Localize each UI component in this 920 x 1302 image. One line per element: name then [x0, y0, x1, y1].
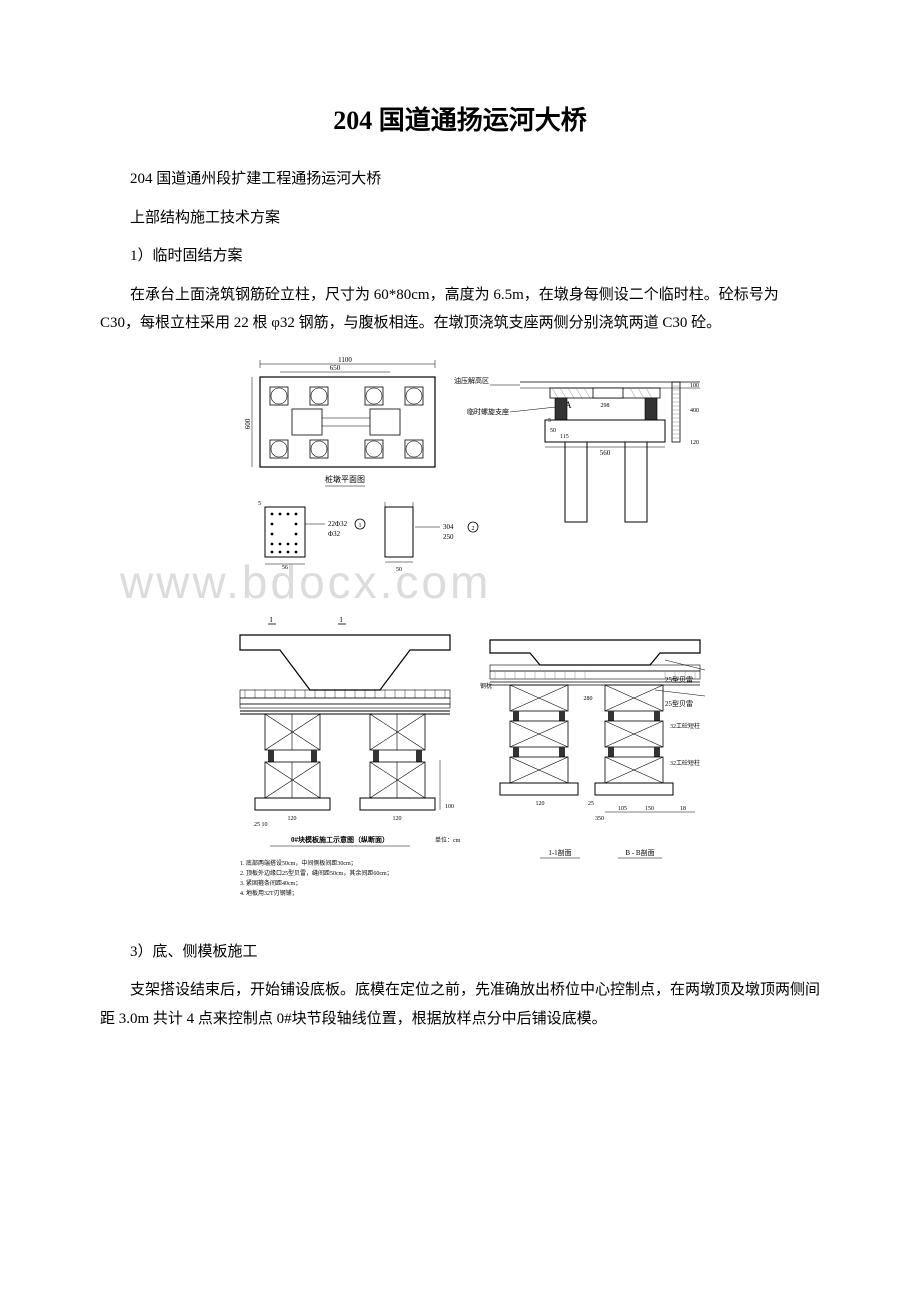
svg-text:32工砼短柱: 32工砼短柱	[670, 759, 700, 767]
fig2-title: 0#块模板施工示意图（纵断面）	[291, 835, 389, 844]
svg-text:32工砼短柱: 32工砼短柱	[670, 722, 700, 730]
document-title: 204 国道通扬运河大桥	[100, 100, 820, 137]
dim-650: 650	[330, 364, 341, 372]
dim-560: 560	[600, 449, 611, 457]
dim-105: 105	[618, 806, 627, 812]
rebar-22phi32: 22Φ32	[328, 520, 348, 528]
svg-text:115: 115	[560, 434, 569, 440]
ann-oil-pressure: 油压解高区	[454, 376, 489, 385]
dim-400-r: 400	[690, 408, 699, 414]
dim-56: 56	[282, 565, 288, 571]
note4: 4. 地板用32T刃钢铺；	[240, 889, 298, 897]
plan-caption: 桩墩平面图	[325, 474, 365, 484]
section-1-1: 1-1剖面	[548, 848, 571, 857]
svg-text:50: 50	[396, 567, 402, 573]
dim-5: 5	[258, 501, 261, 507]
dim-150: 150	[645, 806, 654, 812]
dim-304: 304	[443, 523, 454, 531]
figure-1-diagram: 1100 650 600 桩墩平面图	[210, 352, 710, 592]
steel-pillow: 钢枕	[480, 682, 492, 690]
beam-25-r2: 25型贝雷	[665, 699, 693, 708]
dim-1100: 1100	[338, 356, 352, 364]
svg-text:I: I	[270, 616, 273, 624]
svg-text:1: 1	[359, 523, 362, 529]
beam-25-r1: 25型贝雷	[665, 675, 693, 684]
dim-120-l2: 120	[393, 816, 402, 822]
rebar-phi32: Φ32	[328, 530, 341, 538]
svg-text:2: 2	[472, 526, 475, 532]
note1: 1. 底部两端搭设50cm，中间侧板间距30cm；	[240, 859, 357, 867]
paragraph-body-3: 支架搭设结束后，开始铺设底板。底模在定位之前，先准确放出桥位中心控制点，在两墩顶…	[100, 976, 820, 1033]
paragraph-section-3: 3）底、侧模板施工	[100, 938, 820, 967]
note3: 3. 紧固箍条间距40cm；	[240, 879, 301, 887]
svg-text:5: 5	[548, 418, 551, 424]
figure-1-container: 1100 650 600 桩墩平面图	[100, 352, 820, 592]
fig2-unit: 单位：cm	[435, 836, 461, 844]
svg-text:25 10: 25 10	[254, 822, 268, 828]
note2: 2. 顶板外边缘口25型贝雷，缝间距50cm，其余间距60cm；	[240, 869, 393, 877]
paragraph-body-1: 在承台上面浇筑钢筋砼立柱，尺寸为 60*80cm，高度为 6.5m，在墩身每侧设…	[100, 281, 820, 338]
ann-temp-bearing: 临时螺旋支座	[467, 407, 509, 416]
dim-100-l: 100	[445, 804, 454, 810]
section-b-b: B - B剖面	[625, 848, 654, 857]
dim-100-r: 100	[690, 383, 699, 389]
dim-600: 600	[244, 418, 252, 429]
figure-2-container: I I	[100, 610, 820, 920]
dim-120-r: 120	[690, 440, 699, 446]
dim-250: 250	[443, 533, 454, 541]
dim-280: 280	[584, 696, 593, 702]
dim-120-r1: 120	[536, 801, 545, 807]
svg-text:25: 25	[588, 801, 594, 807]
paragraph-project: 204 国道通州段扩建工程通扬运河大桥	[100, 165, 820, 194]
dim-120-l1: 120	[288, 816, 297, 822]
svg-text:350: 350	[595, 816, 604, 822]
dim-50-s: 50	[550, 428, 556, 434]
paragraph-section-1: 1）临时固结方案	[100, 242, 820, 271]
svg-text:I: I	[340, 616, 343, 624]
dim-298: 298	[601, 403, 610, 409]
figure-2-diagram: I I	[210, 610, 710, 920]
dim-18: 18	[680, 806, 686, 812]
paragraph-subtitle: 上部结构施工技术方案	[100, 204, 820, 233]
